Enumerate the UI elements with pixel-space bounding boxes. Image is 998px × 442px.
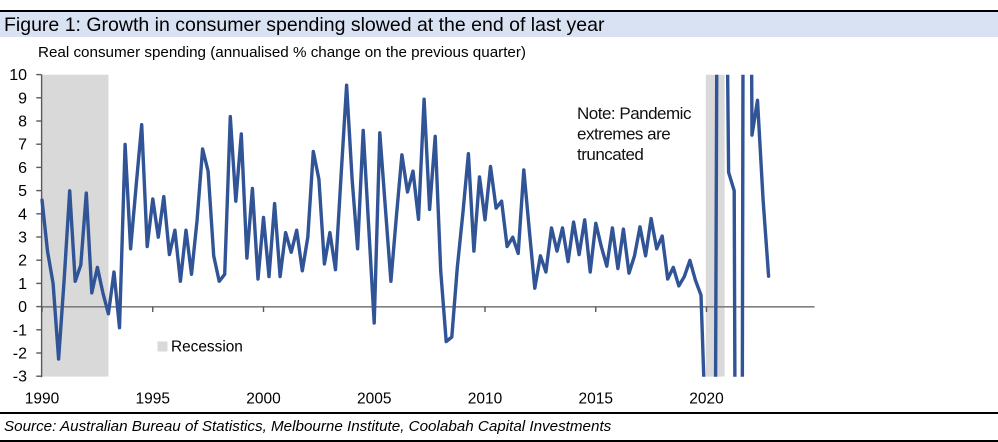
svg-text:3: 3 bbox=[18, 230, 27, 247]
svg-text:1: 1 bbox=[18, 276, 27, 293]
svg-text:-2: -2 bbox=[13, 346, 27, 363]
svg-text:1995: 1995 bbox=[136, 391, 170, 408]
svg-text:2010: 2010 bbox=[468, 391, 503, 408]
svg-text:4: 4 bbox=[18, 206, 27, 223]
svg-text:extremes are: extremes are bbox=[577, 124, 670, 143]
svg-text:-1: -1 bbox=[13, 322, 27, 339]
svg-text:truncated: truncated bbox=[577, 145, 643, 164]
svg-text:6: 6 bbox=[18, 160, 27, 177]
svg-text:Recession: Recession bbox=[171, 339, 243, 356]
svg-text:9: 9 bbox=[18, 90, 27, 107]
svg-text:2000: 2000 bbox=[246, 391, 281, 408]
svg-text:1990: 1990 bbox=[25, 391, 60, 408]
svg-text:5: 5 bbox=[18, 183, 27, 200]
svg-text:2020: 2020 bbox=[689, 391, 724, 408]
svg-text:8: 8 bbox=[18, 114, 27, 131]
svg-text:2005: 2005 bbox=[357, 391, 391, 408]
svg-text:2: 2 bbox=[18, 253, 27, 270]
svg-text:-3: -3 bbox=[13, 369, 27, 386]
svg-text:Note: Pandemic: Note: Pandemic bbox=[577, 104, 692, 123]
svg-text:2015: 2015 bbox=[579, 391, 613, 408]
svg-text:0: 0 bbox=[18, 299, 27, 316]
svg-text:10: 10 bbox=[9, 67, 27, 84]
svg-text:7: 7 bbox=[18, 137, 27, 154]
